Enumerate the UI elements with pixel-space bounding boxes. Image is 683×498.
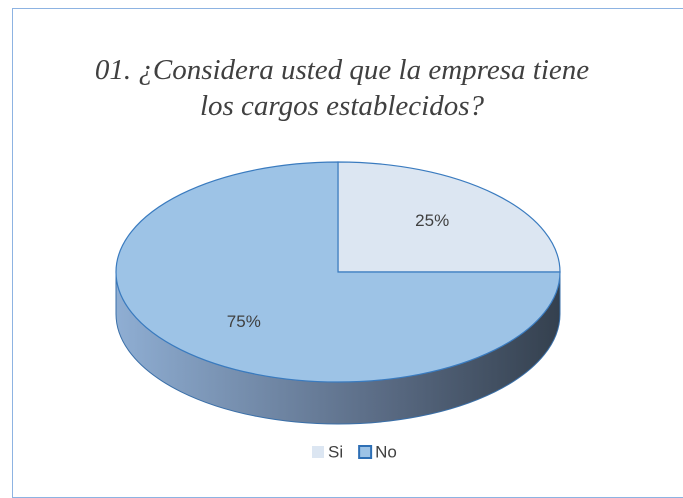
chart-title: 01. ¿Considera usted que la empresa tien…: [94, 54, 590, 122]
legend-label: No: [375, 442, 397, 461]
page: 01. ¿Considera usted que la empresa tien…: [12, 8, 683, 498]
chart: 25% 75% Si No: [115, 161, 561, 461]
data-label: 75%: [227, 312, 261, 331]
legend-label: Si: [328, 442, 343, 461]
legend-swatch: [358, 445, 373, 459]
pie-slice: [115, 161, 561, 383]
data-label: 25%: [415, 211, 449, 230]
pie-slice: [337, 161, 561, 273]
legend-swatch: [312, 446, 324, 458]
